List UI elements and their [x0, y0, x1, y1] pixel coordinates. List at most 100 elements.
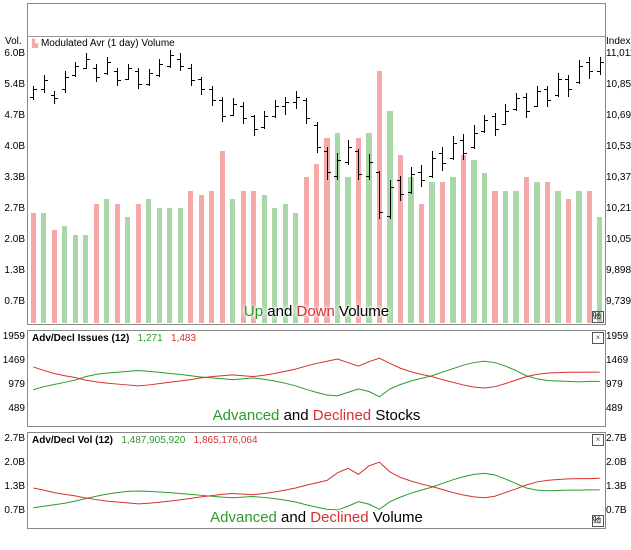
- axis-tick: 10,216: [606, 203, 631, 214]
- ohlc-bar: [293, 4, 299, 324]
- ohlc-bar: [104, 4, 110, 324]
- ohlc-bar: [355, 4, 361, 324]
- decline-line: [33, 358, 600, 388]
- axis-tick: 2.0B: [606, 457, 631, 468]
- axis-tick: 9,739.0: [606, 296, 631, 307]
- main-chart-panel[interactable]: ▙ Modulated Avr (1 day) Volume Up and Do…: [27, 3, 606, 325]
- axis-tick: 2.0B: [0, 234, 25, 245]
- ohlc-bar: [251, 4, 257, 324]
- ohlc-bar: [219, 4, 225, 324]
- expand-icon[interactable]: ⊡: [592, 311, 604, 323]
- ohlc-bar: [83, 4, 89, 324]
- ohlc-bar: [376, 4, 382, 324]
- ann-and: and: [267, 303, 292, 320]
- axis-tick: 4.7B: [0, 110, 25, 121]
- ohlc-bar: [597, 4, 603, 324]
- ohlc-bar: [513, 4, 519, 324]
- ohlc-bar: [114, 4, 120, 324]
- ohlc-bar: [177, 4, 183, 324]
- ohlc-bar: [167, 4, 173, 324]
- axis-tick: 0.7B: [0, 505, 25, 516]
- ohlc-bar: [303, 4, 309, 324]
- axis-tick: 2.0B: [0, 457, 25, 468]
- ohlc-bar: [146, 4, 152, 324]
- axis-tick: 1.3B: [0, 265, 25, 276]
- advdecl-stocks-annotation: Advanced and Declined Stocks: [28, 407, 605, 424]
- axis-tick: 10,693: [606, 110, 631, 121]
- ohlc-bar: [408, 4, 414, 324]
- axis-tick: 979: [0, 379, 25, 390]
- p2-and: and: [284, 407, 309, 424]
- ohlc-bar: [366, 4, 372, 324]
- axis-tick: 6.0B: [0, 48, 25, 59]
- axis-tick: 0.7B: [0, 296, 25, 307]
- ohlc-bar: [565, 4, 571, 324]
- ohlc-bar: [544, 4, 550, 324]
- ohlc-bar: [429, 4, 435, 324]
- ohlc-bar: [586, 4, 592, 324]
- p2-adv: Advanced: [213, 407, 280, 424]
- updown-annotation: Up and Down Volume: [28, 303, 605, 320]
- ohlc-bar: [72, 4, 78, 324]
- axis-tick: 9,898.0: [606, 265, 631, 276]
- close-icon[interactable]: ×: [592, 332, 604, 344]
- ohlc-bar: [240, 4, 246, 324]
- ann-vol: Volume: [339, 303, 389, 320]
- axis-tick: 10,057: [606, 234, 631, 245]
- adv-decl-vol-panel[interactable]: Adv/Decl Vol (12) 1,487,905,920 1,865,17…: [27, 432, 606, 529]
- ohlc-bar: [135, 4, 141, 324]
- p3-dec: Declined: [310, 509, 368, 526]
- ohlc-bar: [62, 4, 68, 324]
- axis-tick: 1.3B: [0, 481, 25, 492]
- ohlc-bar: [471, 4, 477, 324]
- axis-tick: 2.7B: [0, 203, 25, 214]
- ohlc-bar: [272, 4, 278, 324]
- axis-tick: 5.4B: [0, 79, 25, 90]
- axis-tick: 11,011: [606, 48, 631, 59]
- ohlc-bar: [387, 4, 393, 324]
- ohlc-bar: [209, 4, 215, 324]
- ohlc-bar: [523, 4, 529, 324]
- ann-up: Up: [244, 303, 263, 320]
- expand-icon[interactable]: ⊡: [592, 515, 604, 527]
- ohlc-bar: [418, 4, 424, 324]
- ann-down: Down: [296, 303, 334, 320]
- ohlc-bar: [51, 4, 57, 324]
- ohlc-bar: [125, 4, 131, 324]
- vol-axis-title: Vol.: [5, 36, 22, 47]
- advdecl-vol-annotation: Advanced and Declined Volume: [28, 509, 605, 526]
- ohlc-bar: [576, 4, 582, 324]
- ohlc-bar: [324, 4, 330, 324]
- axis-tick: 2.7B: [606, 433, 631, 444]
- ohlc-bar: [481, 4, 487, 324]
- ohlc-bar: [188, 4, 194, 324]
- ohlc-bar: [502, 4, 508, 324]
- ohlc-bar: [345, 4, 351, 324]
- axis-tick: 979: [606, 379, 631, 390]
- axis-tick: 1959: [606, 331, 631, 342]
- axis-tick: 489: [606, 403, 631, 414]
- axis-tick: 0.7B: [606, 505, 631, 516]
- p3-vol: Volume: [373, 509, 423, 526]
- p2-stk: Stocks: [375, 407, 420, 424]
- ohlc-bar: [534, 4, 540, 324]
- ohlc-bar: [314, 4, 320, 324]
- ohlc-bar: [261, 4, 267, 324]
- advance-line: [33, 473, 600, 509]
- ohlc-bar: [460, 4, 466, 324]
- axis-tick: 10,375: [606, 172, 631, 183]
- p3-and: and: [281, 509, 306, 526]
- ohlc-bar: [555, 4, 561, 324]
- ohlc-bar: [492, 4, 498, 324]
- ohlc-bar: [230, 4, 236, 324]
- ohlc-bar: [439, 4, 445, 324]
- adv-decl-issues-panel[interactable]: Adv/Decl Issues (12) 1,271 1,483 Advance…: [27, 330, 606, 427]
- axis-tick: 1469: [0, 355, 25, 366]
- ohlc-bar: [397, 4, 403, 324]
- axis-tick: 1959: [0, 331, 25, 342]
- axis-tick: 10,534: [606, 141, 631, 152]
- index-axis-title: Index: [606, 36, 630, 47]
- axis-tick: 1469: [606, 355, 631, 366]
- advance-line: [33, 361, 600, 397]
- close-icon[interactable]: ×: [592, 434, 604, 446]
